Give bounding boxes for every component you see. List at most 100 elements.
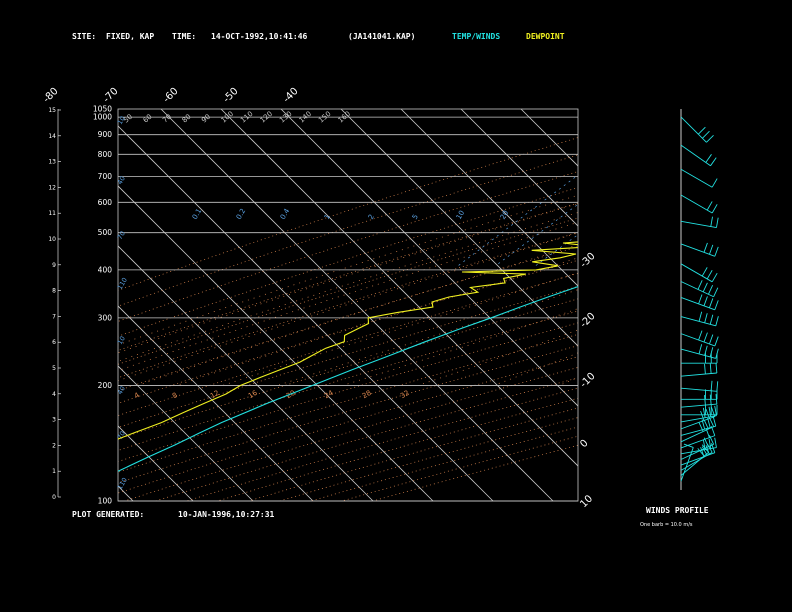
wind-barb-feather [707, 285, 714, 295]
isotherm-line [118, 125, 494, 501]
isotherm-line [460, 109, 578, 227]
wind-barb-feather [714, 300, 719, 310]
dry-adiabat-line [118, 322, 578, 462]
wind-barb-feather [710, 216, 713, 227]
isotherm-label-top: -60 [161, 86, 180, 105]
height-tick-label: 14 [48, 133, 56, 140]
dry-adiabat-line [118, 286, 578, 428]
wind-barb [680, 281, 714, 298]
pressure-tick-label: 300 [98, 313, 113, 322]
dry-adiabat-line [118, 246, 578, 392]
barb-note: One barb = 10.0 m/s [640, 522, 693, 528]
dry-adiabat-line [124, 367, 578, 501]
wind-barb-feather [710, 380, 713, 391]
plot-frame [117, 108, 579, 502]
wind-barb-feather [704, 313, 708, 324]
isotherm-line [400, 109, 578, 287]
dry-adiabat-line [118, 345, 578, 484]
wind-barb [680, 425, 716, 436]
wind-barb-feather [700, 410, 705, 421]
wind-barb [680, 316, 716, 327]
left-ribbon-label: 10 [116, 115, 127, 126]
isotherm-line [280, 109, 578, 407]
pressure-tick-label: 800 [98, 150, 113, 159]
moist-adiabat-line [417, 329, 578, 386]
time-value: 14-OCT-1992,10:41:46 [211, 32, 308, 41]
isotherm-line [761, 109, 792, 501]
wind-barb-feather [703, 296, 708, 306]
height-tick-label: 0 [52, 494, 56, 501]
time-label: TIME: [172, 32, 197, 41]
mixing-ratio-label: 2 [367, 213, 376, 221]
isotherm-label-top: -50 [221, 86, 240, 105]
moist-adiabat-line [342, 308, 578, 386]
wind-barb-feather [710, 157, 717, 167]
isotherm-line [701, 109, 792, 501]
dry-adiabat-label: 110 [239, 110, 254, 125]
isotherm-line [118, 485, 134, 501]
height-tick-label: 8 [52, 288, 56, 295]
isotherm-line [118, 425, 194, 501]
dry-adiabat-line [118, 356, 578, 494]
dry-adiabat-label: 140 [298, 110, 313, 125]
wind-barb [680, 447, 694, 482]
moist-adiabat-label: 4 [133, 391, 141, 400]
moist-adiabat-line [118, 232, 578, 382]
dry-adiabat-label: 90 [200, 113, 212, 125]
isotherm-label-top: -90 [0, 86, 1, 105]
dry-adiabat-line [118, 259, 578, 404]
plot-generated-value: 10-JAN-1996,10:27:31 [178, 510, 275, 519]
wind-barb-feather [703, 242, 708, 253]
wind-barb-feather [702, 282, 708, 293]
series-lines [118, 241, 578, 472]
wind-barb [680, 297, 715, 311]
pressure-tick-label: 500 [98, 228, 113, 237]
isotherm-line [160, 109, 554, 501]
wind-barb-feather [708, 298, 714, 308]
isotherm-line [520, 109, 578, 167]
dry-adiabat-line [118, 334, 578, 473]
wind-barb-feather [700, 447, 705, 457]
moist-adiabat-line [222, 272, 578, 386]
isotherm-label-right: -10 [578, 371, 597, 390]
wind-barb [680, 403, 717, 408]
isotherm-line [118, 305, 314, 501]
wind-barb [680, 416, 715, 430]
pressure-tick-label: 400 [98, 265, 113, 274]
wind-barb [680, 333, 715, 347]
height-tick-label: 13 [48, 159, 56, 166]
isotherm-label-top: -70 [101, 86, 120, 105]
wind-barb-feather [706, 270, 713, 280]
wind-barb-feather [708, 334, 714, 345]
dry-adiabat-line [118, 171, 578, 322]
wind-barb-feather [711, 178, 718, 188]
height-tick-label: 15 [48, 107, 56, 114]
wind-barb-feather [683, 443, 694, 448]
mixing-ratio-line [593, 109, 792, 266]
wind-barb-feather [708, 435, 715, 445]
wind-barb-feather [713, 287, 719, 297]
legend-temp-winds: TEMP/WINDS [452, 32, 501, 41]
wind-barb-feather [706, 201, 713, 211]
wind-barb-feather [702, 407, 706, 418]
mixing-ratio-label: 1 [323, 213, 332, 221]
plot-generated-label: PLOT GENERATED: [72, 510, 145, 519]
left-ribbon-label: 10 [116, 335, 127, 346]
wind-barb-feather [714, 246, 719, 257]
wind-barb [680, 243, 715, 257]
wind-barb-feather [708, 244, 714, 255]
dry-adiabat-line [118, 202, 578, 351]
wind-barb-feather [704, 395, 706, 406]
wind-barb-feather [706, 134, 714, 143]
moist-adiabat-line [118, 194, 578, 346]
moist-adiabat-label: 8 [171, 391, 179, 400]
wind-barb-feather [701, 267, 708, 277]
wind-barb-feather [707, 417, 711, 428]
wind-barb-feather [708, 438, 712, 449]
wind-barb-feather [709, 314, 714, 325]
height-tick-label: 12 [48, 184, 56, 191]
wind-barb-feather [705, 154, 712, 163]
dry-adiabat-label: 60 [142, 113, 154, 125]
wind-barb-feather [714, 405, 717, 416]
winds-profile-label: WINDS PROFILE [646, 506, 709, 515]
